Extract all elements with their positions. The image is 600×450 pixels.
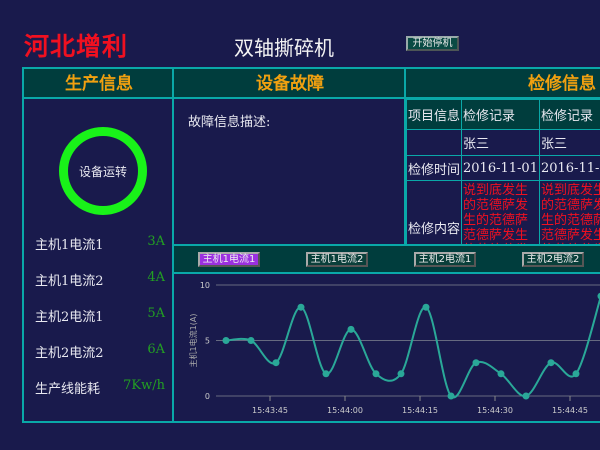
data-point <box>522 392 530 400</box>
stat-label: 主机1电流2 <box>35 274 104 289</box>
header-cell: 检修记录 <box>461 99 540 130</box>
status-ring: 设备运转 <box>59 127 147 215</box>
data-point <box>597 292 600 300</box>
data-point <box>497 370 505 378</box>
y-axis-label: 主机1电流1(A) <box>188 314 198 368</box>
page-title: 双轴撕碎机 <box>234 36 334 60</box>
chart-series-button[interactable]: 主机1电流2 <box>306 252 368 267</box>
stat-value: 6A <box>147 342 165 357</box>
cell: 2016-11-01 <box>461 155 540 181</box>
chart-series-button[interactable]: 主机1电流1 <box>198 252 260 267</box>
header-cell: 检修记录 <box>538 99 600 130</box>
x-tick-label: 15:44:30 <box>477 406 513 415</box>
row-label <box>405 129 463 156</box>
brand-logo-text: 河北增利 <box>24 32 129 61</box>
dashboard-frame: 生产信息 设备故障 检修信息 设备运转 主机1电流1 3A 主机1电流2 4A 主机2电… <box>22 67 600 423</box>
stat-value: 7Kw/h <box>123 378 165 393</box>
status-text: 设备运转 <box>78 164 127 179</box>
data-point <box>347 325 355 333</box>
chart-selector-bar: 主机1电流1 主机1电流2 主机2电流1 主机2电流2 <box>174 244 600 274</box>
stat-row: 主机2电流1 5A <box>35 306 165 325</box>
data-point <box>372 370 380 378</box>
series-line <box>225 295 600 399</box>
data-point <box>572 370 580 378</box>
header-cell: 项目信息 <box>405 99 463 130</box>
fault-header: 设备故障 <box>174 69 406 99</box>
x-tick-label: 15:44:15 <box>402 406 438 415</box>
data-point <box>397 370 405 378</box>
data-point <box>472 359 480 367</box>
stat-value: 3A <box>147 234 165 249</box>
fault-description-label: 故障信息描述: <box>188 115 271 130</box>
data-point <box>447 392 455 400</box>
data-point <box>247 337 255 344</box>
row-label: 检修时间 <box>405 155 463 181</box>
start-stop-button[interactable]: 开始停机 <box>406 36 459 51</box>
stat-row: 主机1电流2 4A <box>35 270 165 289</box>
x-tick-label: 15:43:45 <box>252 406 288 415</box>
data-point <box>272 359 280 367</box>
y-tick-label: 5 <box>205 337 210 346</box>
stat-row: 主机1电流1 3A <box>35 234 165 253</box>
stat-row: 主机2电流2 6A <box>35 342 165 361</box>
stat-label: 生产线能耗 <box>35 382 101 397</box>
x-tick-label: 15:44:45 <box>552 406 588 415</box>
stat-value: 5A <box>147 306 165 321</box>
chart-series-button[interactable]: 主机2电流1 <box>414 252 476 267</box>
stat-row: 生产线能耗 7Kw/h <box>35 378 165 397</box>
chart-series-button[interactable]: 主机2电流2 <box>522 252 584 267</box>
production-header: 生产信息 <box>24 69 174 99</box>
y-tick-label: 0 <box>205 392 210 401</box>
maintenance-header: 检修信息 <box>406 69 600 99</box>
stat-value: 4A <box>147 270 165 285</box>
cell: 张三 <box>538 129 600 156</box>
data-point <box>297 303 305 311</box>
cell: 2016-11-01 <box>538 155 600 181</box>
data-point <box>322 370 330 378</box>
y-tick-label: 10 <box>200 281 210 290</box>
data-point <box>422 303 430 311</box>
cell: 张三 <box>461 129 540 156</box>
current-chart: 0 5 10 15:43:45 15:44:00 15:44:15 15:44:30 15:4… <box>188 281 600 415</box>
stat-label: 主机2电流1 <box>35 310 104 325</box>
x-tick-label: 15:44:00 <box>327 406 363 415</box>
data-point <box>547 359 555 367</box>
stat-label: 主机2电流2 <box>35 346 104 361</box>
data-point <box>222 337 230 344</box>
stat-label: 主机1电流1 <box>35 238 104 253</box>
